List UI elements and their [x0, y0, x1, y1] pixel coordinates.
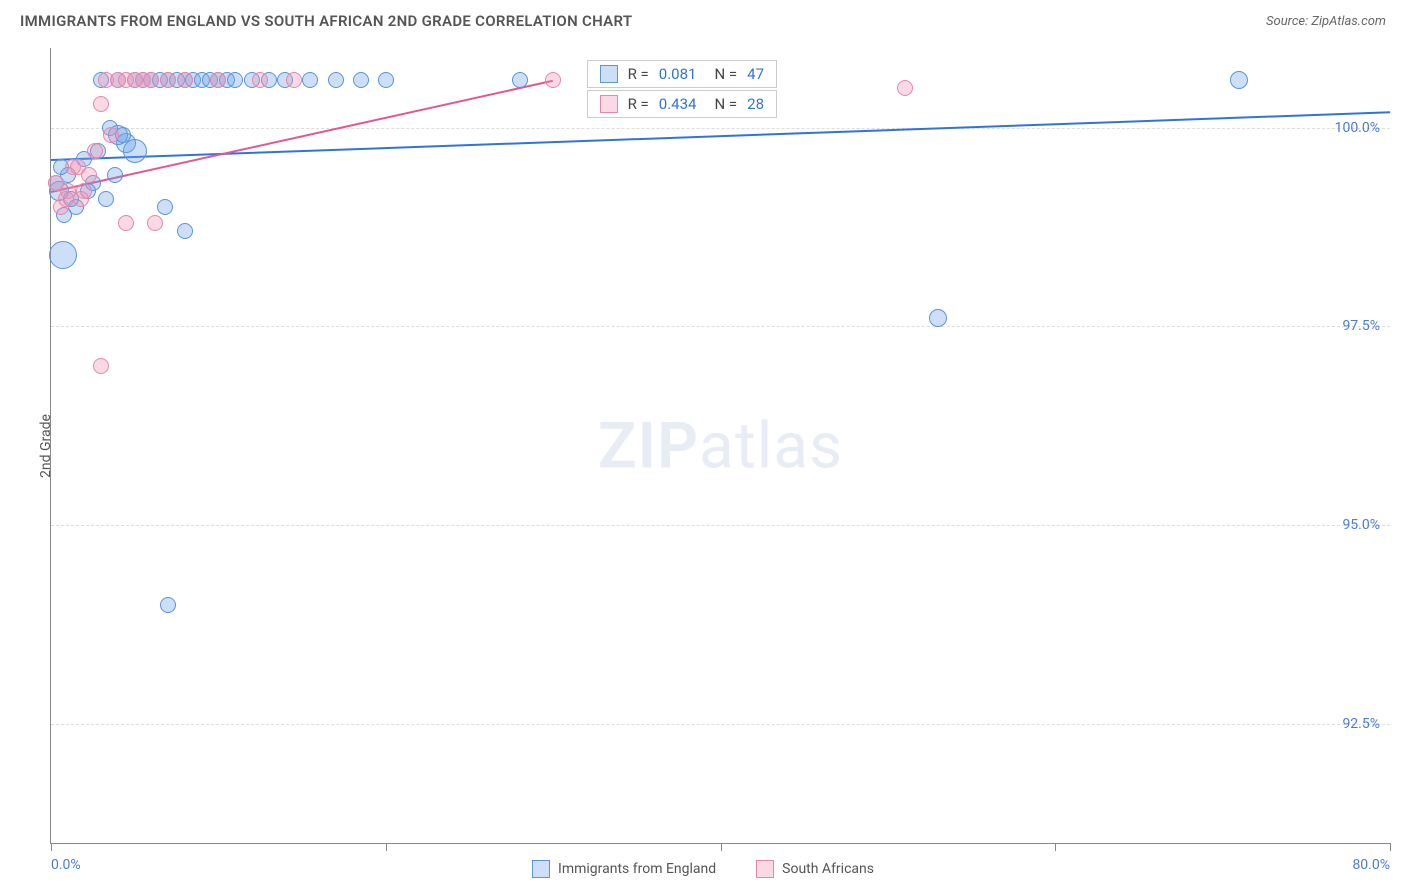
- data-point: [93, 96, 109, 112]
- gridline: [51, 326, 1390, 327]
- watermark-suffix: atlas: [699, 408, 843, 483]
- legend-label: Immigrants from England: [558, 861, 716, 877]
- stat-r-value: 0.434: [659, 95, 697, 113]
- chart-plot-area: ZIPatlas 92.5%95.0%97.5%100.0%0.0%80.0%R…: [50, 48, 1390, 844]
- data-point: [378, 72, 394, 88]
- x-tick: [1390, 843, 1391, 851]
- legend-item: Immigrants from England: [532, 860, 716, 878]
- legend: Immigrants from England South Africans: [0, 860, 1406, 878]
- stat-n-value: 28: [747, 95, 764, 113]
- gridline: [51, 525, 1390, 526]
- stat-swatch: [600, 95, 618, 113]
- stat-n-label: N =: [714, 65, 737, 83]
- data-point: [160, 72, 176, 88]
- trend-line: [51, 112, 1390, 162]
- data-point: [118, 215, 134, 231]
- stat-n-value: 47: [747, 65, 764, 83]
- data-point: [103, 127, 119, 143]
- data-point: [123, 139, 147, 163]
- data-point: [353, 72, 369, 88]
- data-point: [252, 72, 268, 88]
- data-point: [302, 72, 318, 88]
- stat-box: R = 0.434 N = 28: [587, 90, 777, 118]
- data-point: [49, 241, 77, 269]
- data-point: [98, 191, 114, 207]
- y-tick-label: 92.5%: [1342, 716, 1380, 732]
- data-point: [160, 597, 176, 613]
- data-point: [81, 167, 97, 183]
- stat-r-label: R =: [628, 95, 649, 113]
- data-point: [286, 72, 302, 88]
- data-point: [107, 167, 123, 183]
- data-point: [93, 358, 109, 374]
- data-point: [897, 80, 913, 96]
- legend-item: South Africans: [756, 860, 874, 878]
- chart-title: IMMIGRANTS FROM ENGLAND VS SOUTH AFRICAN…: [20, 12, 632, 30]
- data-point: [545, 72, 561, 88]
- legend-swatch: [532, 860, 550, 878]
- data-point: [1230, 71, 1248, 89]
- gridline: [51, 128, 1390, 129]
- data-point: [157, 199, 173, 215]
- data-point: [73, 191, 89, 207]
- stat-box: R = 0.081 N = 47: [587, 60, 777, 88]
- data-point: [87, 143, 103, 159]
- y-tick-label: 97.5%: [1342, 318, 1380, 334]
- y-tick-label: 100.0%: [1335, 120, 1380, 136]
- y-tick-label: 95.0%: [1342, 517, 1380, 533]
- data-point: [143, 72, 159, 88]
- data-point: [227, 72, 243, 88]
- stat-n-label: N =: [714, 95, 737, 113]
- data-point: [512, 72, 528, 88]
- stat-r-value: 0.081: [659, 65, 697, 83]
- legend-swatch: [756, 860, 774, 878]
- watermark: ZIPatlas: [598, 408, 843, 483]
- data-point: [328, 72, 344, 88]
- x-tick: [721, 843, 722, 851]
- stat-swatch: [600, 65, 618, 83]
- data-point: [147, 215, 163, 231]
- x-tick: [51, 843, 52, 851]
- gridline: [51, 724, 1390, 725]
- x-tick: [386, 843, 387, 851]
- data-point: [210, 72, 226, 88]
- stat-r-label: R =: [628, 65, 649, 83]
- data-point: [929, 309, 947, 327]
- chart-source: Source: ZipAtlas.com: [1266, 14, 1386, 29]
- x-tick: [1055, 843, 1056, 851]
- legend-label: South Africans: [782, 861, 874, 877]
- watermark-prefix: ZIP: [598, 408, 699, 483]
- data-point: [177, 72, 193, 88]
- data-point: [177, 223, 193, 239]
- data-point: [58, 191, 74, 207]
